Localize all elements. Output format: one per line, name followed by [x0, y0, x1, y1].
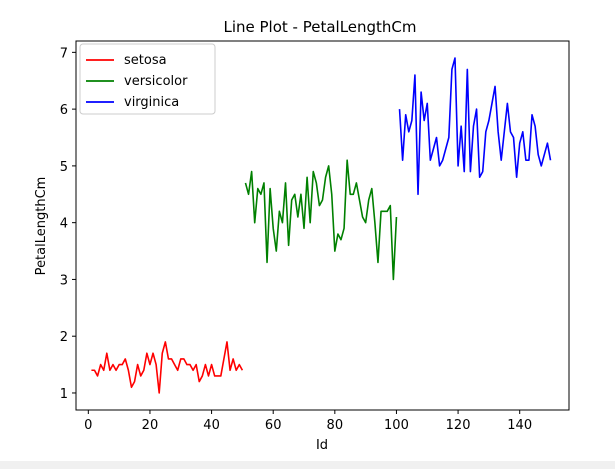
x-tick-label: 80 [327, 418, 344, 433]
plot-area [91, 57, 552, 394]
y-tick-label: 3 [60, 273, 68, 288]
series-line-versicolor [244, 159, 398, 281]
y-tick-label: 5 [60, 160, 68, 175]
x-tick-label: 140 [507, 418, 532, 433]
y-tick-label: 2 [60, 330, 68, 345]
series-line-virginica [398, 57, 552, 196]
legend: setosa versicolor virginica [79, 43, 216, 115]
x-tick-label: 0 [84, 418, 92, 433]
y-tick-label: 4 [60, 217, 68, 232]
y-tick-label: 7 [60, 46, 68, 61]
axis-ticks: 0 20 40 60 80 100 120 140 1 2 3 4 5 6 7 [60, 46, 532, 433]
legend-label-setosa: setosa [124, 53, 167, 68]
window-bottom-strip [0, 461, 615, 469]
y-axis-label: PetalLengthCm [34, 177, 49, 276]
series-line-setosa [91, 341, 244, 394]
x-tick-label: 20 [142, 418, 159, 433]
y-tick-label: 1 [60, 387, 68, 402]
legend-box [79, 43, 216, 115]
x-tick-label: 120 [446, 418, 471, 433]
x-tick-label: 60 [265, 418, 282, 433]
legend-label-versicolor: versicolor [124, 74, 188, 89]
y-tick-label: 6 [60, 103, 68, 118]
legend-label-virginica: virginica [124, 95, 179, 110]
x-tick-label: 100 [384, 418, 409, 433]
x-axis-label: Id [316, 438, 328, 453]
chart-title: Line Plot - PetalLengthCm [223, 18, 416, 36]
x-tick-label: 40 [203, 418, 220, 433]
axes-frame [75, 40, 570, 411]
